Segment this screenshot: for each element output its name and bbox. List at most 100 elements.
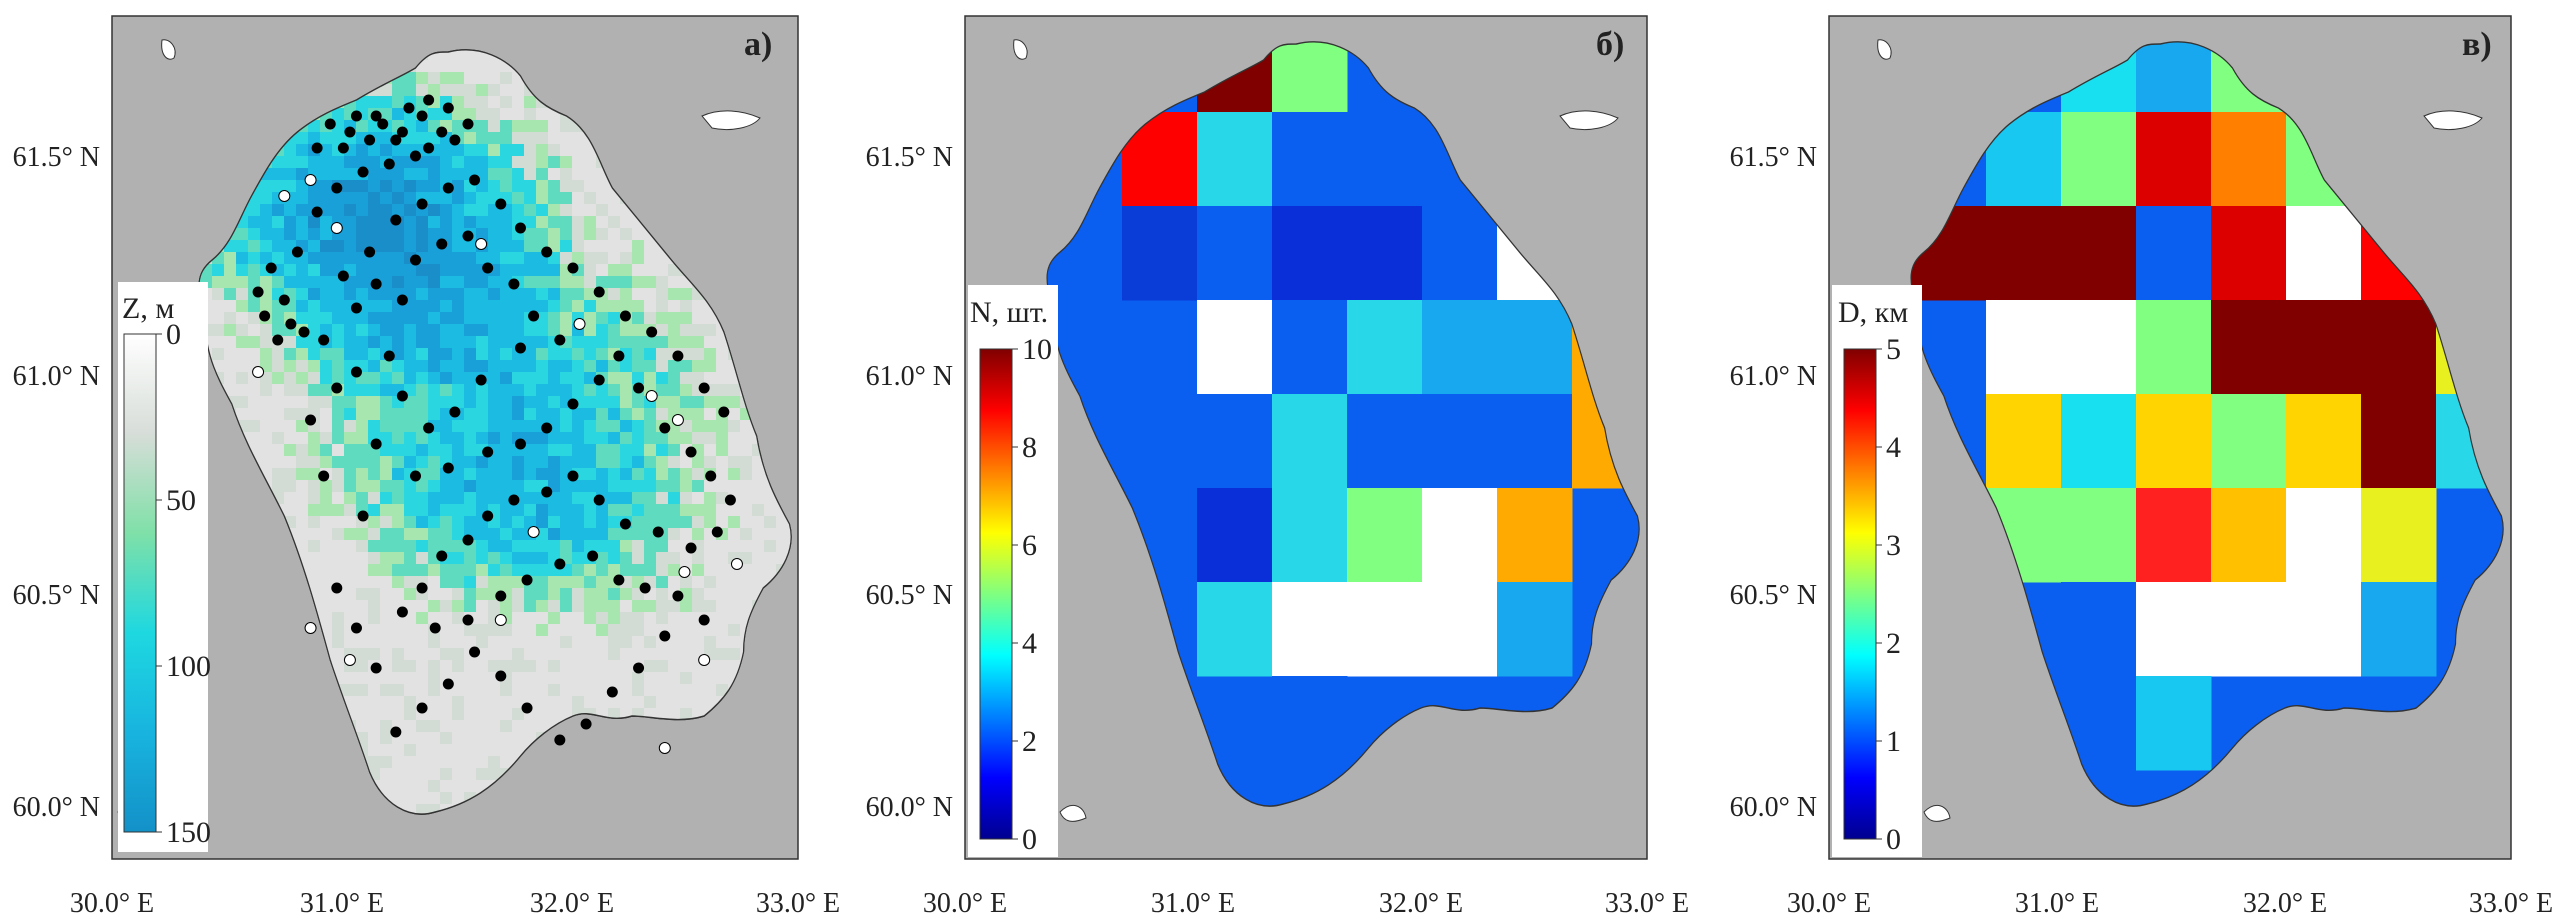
grid-cell [2061, 582, 2137, 677]
grid-cell [2286, 488, 2362, 583]
grid-cell [2211, 206, 2287, 301]
lon-tick-label: 31.0° E [1151, 888, 1235, 918]
station-marker [672, 350, 684, 362]
grid-cell [1497, 300, 1573, 395]
grid-cell [1197, 488, 1273, 583]
station-marker [482, 510, 494, 522]
panel-c-island [2423, 110, 2483, 131]
station-marker [672, 590, 684, 602]
grid-cell [1272, 488, 1348, 583]
grid-cell [2361, 300, 2437, 395]
station-marker [396, 126, 408, 138]
grid-cell [2361, 582, 2437, 677]
grid-cell [1347, 206, 1423, 301]
colorbar-scale [123, 333, 157, 833]
colorbar-tick-label: 0 [1886, 823, 1901, 856]
grid-cell [2211, 300, 2287, 395]
station-marker [311, 206, 323, 218]
station-marker-open [730, 558, 743, 570]
grid-cell [1347, 112, 1423, 207]
station-marker [639, 582, 651, 594]
colorbar-tick-label: 0 [166, 318, 181, 351]
panel-b-colorbar: N, шт. 0 2 4 6 8 10 [968, 285, 1058, 857]
grid-cell [1422, 300, 1498, 395]
station-marker [291, 246, 303, 258]
grid-cell [2286, 300, 2362, 395]
station-marker [495, 198, 507, 210]
station-marker [416, 110, 428, 122]
grid-cell [2211, 112, 2287, 207]
colorbar-tick-label: 5 [1886, 333, 1901, 366]
grid-cell [1272, 300, 1348, 395]
lon-tick-label: 32.0° E [2243, 888, 2327, 918]
station-marker [567, 398, 579, 410]
station-marker [436, 550, 448, 562]
station-marker [423, 142, 435, 154]
grid-cell [1197, 394, 1273, 489]
station-marker [442, 182, 454, 194]
station-marker [554, 334, 566, 346]
grid-cell [1272, 206, 1348, 301]
station-marker [311, 142, 323, 154]
station-marker-open [678, 566, 691, 578]
panel-c-letter: в) [2462, 26, 2492, 63]
station-marker-open [252, 366, 265, 378]
station-marker-open [658, 742, 671, 754]
station-marker [462, 118, 474, 130]
station-marker [436, 238, 448, 250]
station-marker [442, 102, 454, 114]
colorbar-scale [1843, 348, 1877, 840]
station-marker [698, 614, 710, 626]
lon-tick-label: 31.0° E [2015, 888, 2099, 918]
station-marker [331, 582, 343, 594]
station-marker-open [527, 526, 540, 538]
lon-tick-label: 31.0° E [300, 888, 384, 918]
station-marker [416, 198, 428, 210]
station-marker [370, 438, 382, 450]
colorbar-tick-label: 0 [1022, 823, 1037, 856]
panel-b-island [1013, 39, 1028, 60]
station-marker [390, 726, 402, 738]
station-marker-open [475, 238, 488, 250]
panel-a-stations [252, 94, 743, 754]
station-marker [462, 230, 474, 242]
grid-cell [1197, 112, 1273, 207]
station-marker [521, 702, 533, 714]
grid-cell [2061, 394, 2137, 489]
grid-cell [2136, 582, 2212, 677]
station-marker [685, 446, 697, 458]
station-marker [482, 446, 494, 458]
colorbar-tick-label: 2 [1886, 627, 1901, 660]
station-marker-open [573, 318, 586, 330]
station-marker [462, 534, 474, 546]
station-marker-open [304, 622, 317, 634]
station-marker [265, 262, 277, 274]
station-marker [285, 318, 297, 330]
lon-tick-label: 33.0° E [756, 888, 840, 918]
lat-tick-label: 60.5° N [866, 580, 953, 611]
station-marker [390, 134, 402, 146]
panel-b-island [1559, 110, 1619, 131]
station-marker [554, 734, 566, 746]
station-marker [350, 110, 362, 122]
station-marker [396, 294, 408, 306]
station-marker [541, 246, 553, 258]
station-marker-open [645, 390, 658, 402]
station-marker [646, 326, 658, 338]
station-marker [383, 158, 395, 170]
panel-b-island [1059, 804, 1087, 822]
grid-cell [1122, 206, 1198, 301]
station-marker [633, 382, 645, 394]
station-marker [324, 118, 336, 130]
lat-tick-label: 61.0° N [1730, 361, 1817, 392]
station-marker [514, 438, 526, 450]
station-marker [350, 366, 362, 378]
station-marker [331, 382, 343, 394]
grid-cell [1197, 206, 1273, 301]
station-marker [344, 126, 356, 138]
station-marker [593, 286, 605, 298]
station-marker [390, 214, 402, 226]
lat-tick-label: 61.5° N [1730, 142, 1817, 173]
station-marker [278, 294, 290, 306]
station-marker [514, 342, 526, 354]
